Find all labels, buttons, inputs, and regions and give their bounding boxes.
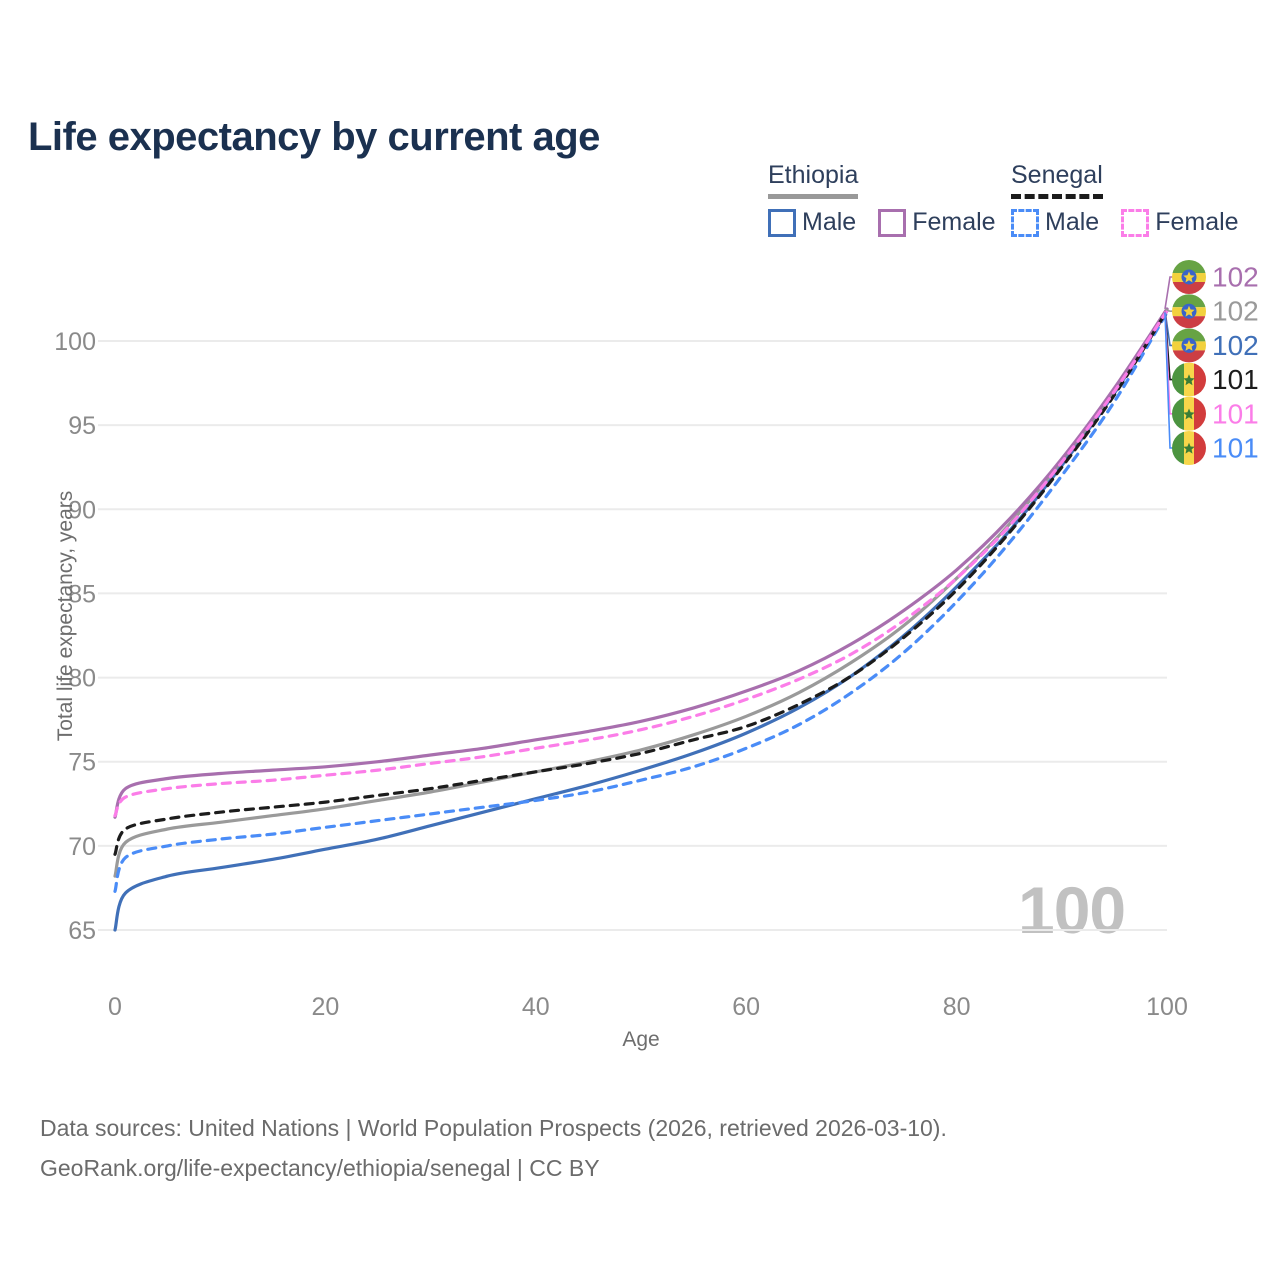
x-tick-label-80: 80 — [943, 993, 971, 1021]
end-label-sen-female-flag-icon — [1172, 396, 1206, 431]
x-tick-label-40: 40 — [522, 993, 550, 1021]
legend-item-senegal-female[interactable]: Female — [1121, 208, 1239, 237]
watermark-age-100: 100 — [1018, 873, 1126, 947]
end-label-value-eth-female: 102 — [1212, 262, 1259, 293]
y-tick-label-80: 80 — [68, 665, 96, 693]
legend-country-ethiopia: Ethiopia — [768, 161, 859, 199]
end-label-sen-male-flag-icon — [1172, 431, 1206, 465]
line-sen-male — [113, 310, 1169, 893]
x-axis-title: Age — [622, 1028, 660, 1051]
y-tick-label-95: 95 — [68, 412, 96, 440]
y-axis-title: Total life expectancy, years — [54, 490, 77, 742]
end-label-value-sen-male: 101 — [1212, 433, 1259, 464]
legend-item-senegal-male[interactable]: Male — [1011, 208, 1099, 237]
footer-attribution: GeoRank.org/life-expectancy/ethiopia/sen… — [40, 1155, 600, 1181]
end-label-eth-male-flag-icon — [1172, 328, 1206, 363]
chart-title: Life expectancy by current age — [28, 114, 600, 159]
legend-swatch-ethiopia-male-icon — [768, 208, 796, 237]
x-tick-label-20: 20 — [311, 993, 339, 1021]
y-tick-label-85: 85 — [68, 580, 96, 608]
x-tick-label-0: 0 — [108, 993, 122, 1021]
y-tick-label-70: 70 — [68, 833, 96, 861]
end-label-value-eth-male: 102 — [1212, 330, 1259, 361]
legend-group-ethiopia: Ethiopia Male Female — [768, 161, 1012, 237]
legend-swatch-senegal-male-icon — [1011, 208, 1039, 237]
y-tick-label-75: 75 — [68, 749, 96, 777]
legend-country-senegal: Senegal — [1011, 161, 1103, 199]
y-tick-label-90: 90 — [68, 496, 96, 524]
legend-label-ethiopia-male: Male — [802, 208, 857, 236]
legend-label-senegal-female: Female — [1155, 208, 1239, 236]
x-tick-label-100: 100 — [1146, 993, 1188, 1021]
end-label-value-eth-total: 102 — [1212, 296, 1259, 327]
legend-swatch-ethiopia-female-icon — [878, 208, 907, 237]
end-label-sen-total-flag-icon — [1172, 362, 1206, 397]
end-label-value-sen-total: 101 — [1212, 364, 1259, 395]
end-label-eth-total-flag-icon — [1172, 294, 1206, 329]
line-eth-male — [113, 309, 1169, 932]
line-eth-female — [113, 307, 1169, 819]
line-sen-female — [113, 309, 1169, 818]
y-tick-label-100: 100 — [54, 328, 96, 356]
footer: Data sources: United Nations | World Pop… — [40, 1108, 947, 1188]
legend-label-ethiopia-female: Female — [912, 208, 996, 236]
legend-item-ethiopia-male[interactable]: Male — [768, 208, 856, 237]
y-tick-label-65: 65 — [68, 917, 96, 945]
legend-items-ethiopia: Male Female — [768, 208, 1012, 237]
legend-swatch-senegal-female-icon — [1121, 208, 1150, 237]
end-label-value-sen-female: 101 — [1212, 398, 1259, 429]
legend-item-ethiopia-female[interactable]: Female — [878, 208, 996, 237]
line-eth-total — [113, 307, 1169, 878]
legend-items-senegal: Male Female — [1011, 208, 1255, 237]
line-sen-total — [113, 309, 1169, 856]
end-label-eth-female-flag-icon — [1172, 260, 1206, 294]
x-tick-label-60: 60 — [732, 993, 760, 1021]
legend-group-senegal: Senegal Male Female — [1011, 161, 1255, 237]
legend-label-senegal-male: Male — [1045, 208, 1100, 236]
footer-data-sources: Data sources: United Nations | World Pop… — [40, 1115, 947, 1141]
